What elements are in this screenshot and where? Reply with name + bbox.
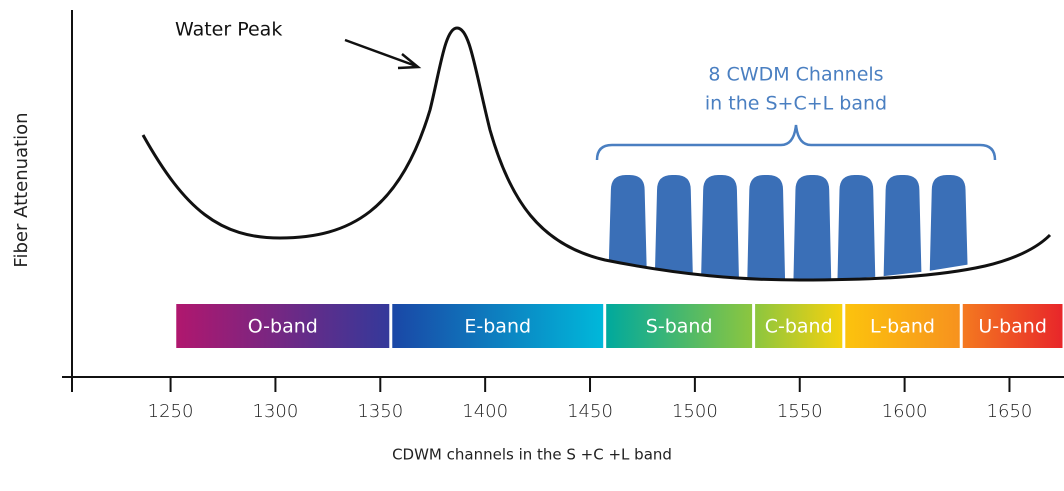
band-label: E-band xyxy=(464,316,531,338)
band xyxy=(755,304,843,348)
channel xyxy=(929,175,968,271)
arrow-head xyxy=(397,53,422,70)
x-tick-label: 1450 xyxy=(567,401,613,422)
y-axis-label: Fiber Attenuation xyxy=(11,112,32,267)
x-tick-label: 1250 xyxy=(148,401,194,422)
channel xyxy=(837,175,876,280)
channel xyxy=(608,175,647,268)
x-tick-label: 1400 xyxy=(462,401,508,422)
band xyxy=(176,304,390,348)
annotation: Water Peak xyxy=(175,19,282,41)
band-label: S-band xyxy=(646,316,713,338)
x-tick-label: 1300 xyxy=(253,401,299,422)
band xyxy=(606,304,753,348)
band-label: O-band xyxy=(248,316,318,338)
band-label: U-band xyxy=(978,316,1047,338)
channel xyxy=(747,175,786,280)
brace xyxy=(595,124,997,161)
x-tick-label: 1650 xyxy=(987,401,1033,422)
x-tick-label: 1500 xyxy=(672,401,718,422)
channels-label: in the S+C+L band xyxy=(705,93,887,115)
attenuation-curve xyxy=(141,26,1052,282)
ticks: 1250 1300 1350 1400 1450 1500 1550 1600 1650 xyxy=(148,377,1033,422)
channel xyxy=(655,175,693,274)
band-label: L-band xyxy=(870,316,935,338)
band-bar: O-band E-band S-band C-band L-band U-band xyxy=(176,304,1063,348)
band-label: C-band xyxy=(765,316,833,338)
x-tick-label: 1550 xyxy=(777,401,823,422)
x-tick-label: 1350 xyxy=(357,401,403,422)
band xyxy=(845,304,960,348)
channel xyxy=(883,175,922,277)
band xyxy=(392,304,604,348)
x-tick-label: 1600 xyxy=(882,401,928,422)
band xyxy=(962,304,1063,348)
channels xyxy=(608,175,968,280)
channel xyxy=(701,175,739,278)
channel xyxy=(793,175,832,280)
channels-label: 8 CWDM Channels xyxy=(708,64,883,86)
arrow xyxy=(344,38,417,68)
x-axis-label: CDWM channels in the S +C +L band xyxy=(392,446,672,464)
